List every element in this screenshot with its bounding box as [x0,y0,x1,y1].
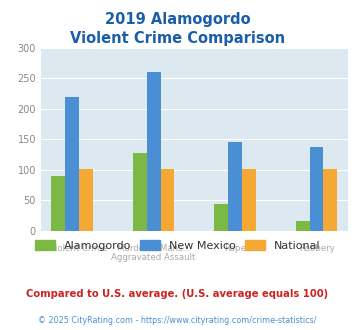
Text: Robbery: Robbery [299,245,334,253]
Bar [323,169,337,231]
Bar [296,221,310,231]
Bar [147,72,160,231]
Bar [51,176,65,231]
Text: Murder & Mans...: Murder & Mans... [117,245,190,253]
Bar [79,169,93,231]
Text: All Violent Crime: All Violent Crime [36,245,108,253]
Text: Rape: Rape [224,245,246,253]
Bar [160,169,174,231]
Text: Violent Crime Comparison: Violent Crime Comparison [70,31,285,46]
Legend: Alamogordo, New Mexico, National: Alamogordo, New Mexico, National [33,238,322,253]
Text: © 2025 CityRating.com - https://www.cityrating.com/crime-statistics/: © 2025 CityRating.com - https://www.city… [38,316,317,325]
Text: Compared to U.S. average. (U.S. average equals 100): Compared to U.S. average. (U.S. average … [26,289,329,299]
Bar [65,97,79,231]
Bar [228,143,242,231]
Bar [214,204,228,231]
Text: Aggravated Assault: Aggravated Assault [111,253,196,262]
Bar [242,169,256,231]
Text: 2019 Alamogordo: 2019 Alamogordo [105,12,250,26]
Bar [133,153,147,231]
Bar [310,147,323,231]
